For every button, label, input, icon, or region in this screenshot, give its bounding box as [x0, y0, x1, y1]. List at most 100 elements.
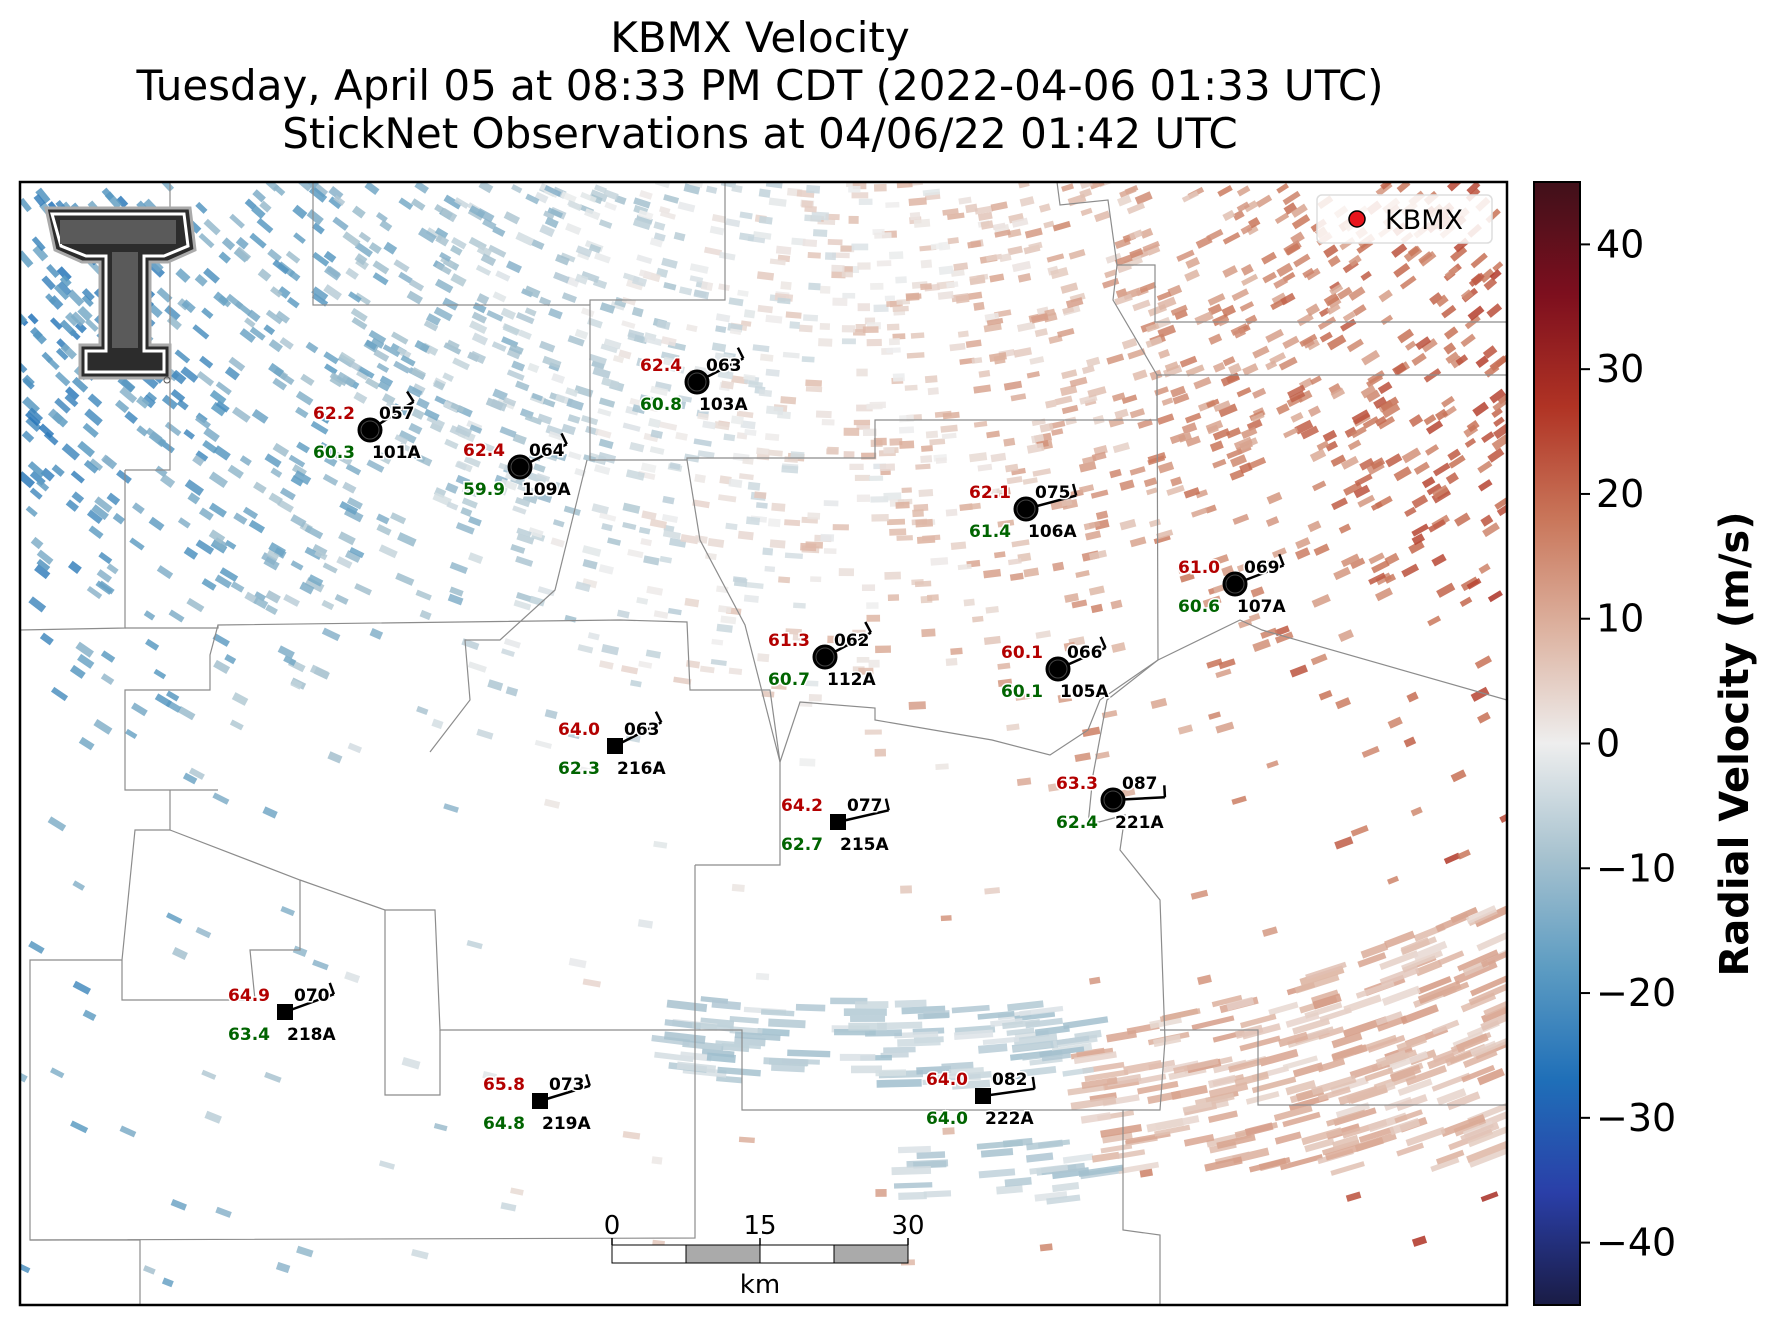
velocity-gate: [461, 485, 479, 498]
velocity-gate: [1142, 240, 1160, 253]
velocity-gate: [834, 1028, 876, 1036]
velocity-gate: [1395, 1094, 1428, 1112]
velocity-gate: [808, 282, 821, 291]
velocity-gate: [1274, 631, 1294, 644]
velocity-gate: [1360, 942, 1389, 959]
velocity-gate: [365, 377, 380, 390]
velocity-gate: [267, 248, 282, 263]
velocity-gate: [673, 676, 692, 685]
velocity-gate: [61, 443, 80, 461]
velocity-gate: [738, 473, 754, 481]
velocity-gate: [35, 187, 51, 204]
velocity-gate: [354, 253, 368, 266]
velocity-gate: [265, 604, 278, 616]
velocity-gate: [213, 659, 231, 674]
texas-tech-logo: [44, 206, 197, 384]
velocity-gate: [244, 317, 256, 328]
velocity-gate: [720, 401, 739, 410]
wind-barb-flag: [1278, 553, 1285, 566]
velocity-gate: [1095, 751, 1110, 760]
velocity-gate: [1216, 1133, 1256, 1150]
velocity-gate: [658, 421, 678, 431]
velocity-gate: [734, 1031, 781, 1042]
velocity-gate: [504, 471, 518, 482]
velocity-gate: [72, 880, 86, 891]
station-marker-circle: [684, 369, 710, 395]
velocity-gate: [503, 638, 521, 649]
velocity-gate: [565, 276, 580, 288]
velocity-gate: [78, 736, 95, 751]
velocity-gate: [1445, 472, 1459, 485]
velocity-gate: [1330, 387, 1346, 400]
velocity-gate: [843, 427, 860, 436]
velocity-gate: [433, 306, 453, 322]
velocity-gate: [1285, 1079, 1317, 1096]
velocity-gate: [898, 426, 915, 434]
velocity-gate: [1375, 1011, 1403, 1026]
velocity-gate: [969, 452, 988, 463]
velocity-gate: [1091, 1151, 1120, 1163]
velocity-gate: [1371, 560, 1390, 574]
velocity-gate: [705, 185, 718, 194]
velocity-gate: [210, 401, 227, 417]
velocity-gate: [1477, 1067, 1505, 1086]
velocity-gate: [1440, 1113, 1486, 1137]
station-temperature: 65.8: [483, 1075, 525, 1095]
velocity-gate: [616, 609, 630, 619]
velocity-gate: [1357, 952, 1387, 968]
velocity-gate: [974, 205, 994, 215]
velocity-gate: [344, 971, 361, 984]
velocity-gate: [1360, 270, 1372, 281]
velocity-gate: [965, 339, 982, 349]
station-dewpoint: 60.7: [768, 670, 810, 690]
velocity-gate: [1061, 498, 1073, 507]
velocity-gate: [711, 342, 727, 353]
velocity-gate: [820, 533, 835, 542]
velocity-gate: [1411, 1235, 1428, 1247]
velocity-gate: [765, 182, 783, 189]
velocity-gate: [378, 1160, 396, 1170]
velocity-gate: [811, 211, 829, 221]
velocity-gate: [1401, 950, 1444, 972]
station-dewpoint: 60.8: [640, 395, 682, 415]
velocity-gate: [1305, 961, 1347, 980]
velocity-gate: [383, 241, 398, 255]
velocity-gate: [689, 263, 709, 274]
velocity-gate: [1301, 1127, 1343, 1146]
velocity-gate: [1046, 253, 1065, 263]
velocity-gate: [604, 201, 618, 211]
velocity-gate: [1090, 489, 1109, 499]
velocity-gate: [327, 751, 343, 764]
scale-bar: 0 15 30 km: [604, 1211, 925, 1300]
velocity-gate: [639, 189, 653, 200]
velocity-gate: [574, 273, 589, 285]
velocity-gate: [369, 627, 384, 640]
velocity-gate: [439, 251, 452, 262]
velocity-gate: [98, 551, 113, 565]
station-marker-circle: [1100, 787, 1126, 813]
velocity-gate: [597, 451, 617, 464]
velocity-gate: [476, 728, 494, 740]
colorbar-tick-label: 0: [1596, 722, 1620, 766]
velocity-gate: [923, 1190, 952, 1198]
legend-radar-label: KBMX: [1385, 205, 1463, 236]
velocity-gate: [654, 182, 670, 189]
velocity-gate: [502, 323, 520, 336]
velocity-gate: [180, 366, 199, 383]
velocity-gate: [277, 286, 291, 299]
velocity-gate: [199, 355, 214, 369]
velocity-gate: [295, 406, 309, 419]
